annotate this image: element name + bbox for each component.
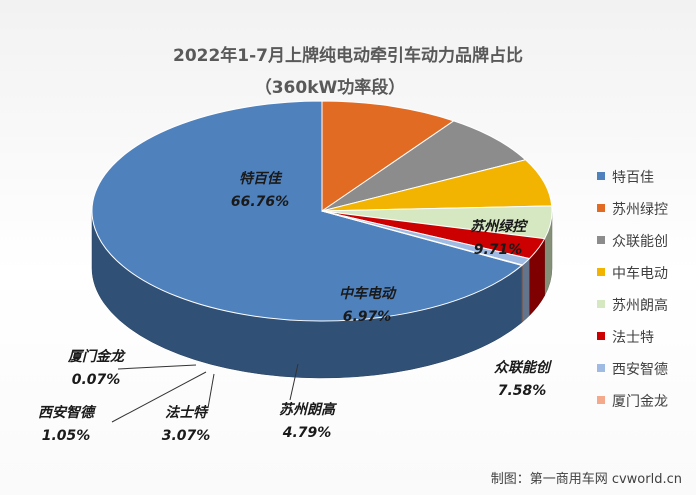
slice-label-value-2: 9.71% — [474, 242, 523, 258]
legend-label-8: 厦门金龙 — [612, 394, 668, 410]
slice-label-name-4: 中车电动 — [339, 285, 397, 302]
chart-title: 2022年1-7月上牌纯电动牵引车动力品牌占比 — [173, 45, 523, 66]
legend-label-6: 法士特 — [612, 330, 654, 346]
slice-label-name-6: 法士特 — [165, 404, 209, 421]
legend-swatch-1 — [597, 172, 605, 180]
legend-label-3: 众联能创 — [612, 234, 668, 250]
leader-line — [111, 371, 207, 423]
slice-label-name-2: 苏州绿控 — [470, 218, 529, 235]
legend-label-7: 西安智德 — [612, 362, 668, 378]
legend-label-2: 苏州绿控 — [612, 202, 668, 218]
legend-swatch-4 — [597, 268, 605, 276]
slice-label-name-3: 众联能创 — [494, 359, 553, 376]
pie-slice-8 — [321, 210, 524, 266]
slice-label-name-8: 厦门金龙 — [67, 348, 126, 365]
legend-swatch-6 — [597, 332, 605, 340]
legend-swatch-5 — [597, 300, 605, 308]
slice-label-value-4: 6.97% — [343, 309, 392, 325]
pie-slices — [91, 100, 553, 379]
slice-label-value-1: 66.76% — [231, 194, 289, 210]
pie-slice-1 — [91, 100, 523, 322]
pie-slice-3 — [321, 120, 527, 212]
legend-label-4: 中车电动 — [612, 265, 668, 282]
legend-swatch-2 — [597, 204, 605, 212]
legend-label-5: 苏州朗高 — [612, 297, 668, 314]
chart-subtitle: （360kW功率段） — [255, 77, 406, 98]
leader-line — [289, 363, 299, 401]
pie-side-7 — [522, 257, 530, 323]
slice-label-value-7: 1.05% — [42, 428, 91, 444]
slice-label-value-8: 0.07% — [72, 372, 121, 388]
legend-swatch-8 — [597, 396, 605, 404]
legend-label-1: 特百佳 — [612, 170, 654, 186]
slice-label-value-5: 4.79% — [282, 425, 332, 441]
slice-label-value-6: 3.07% — [162, 428, 211, 444]
slice-label-name-1: 特百佳 — [239, 170, 283, 187]
leader-line — [207, 373, 215, 409]
legend-swatch-7 — [597, 364, 605, 372]
leader-line — [117, 364, 197, 370]
legend-swatch-3 — [597, 236, 605, 244]
slice-label-value-3: 7.58% — [498, 383, 547, 399]
slice-label-name-5: 苏州朗高 — [279, 401, 338, 418]
pie-slice-2 — [321, 100, 455, 212]
chart-credit: 制图：第一商用车网 cvworld.cn — [491, 471, 682, 487]
slice-labels: 特百佳 66.76% 苏州绿控 9.71% 众联能创 7.58% 中车电动 6.97% 苏州朗高… — [38, 170, 553, 444]
slice-label-name-7: 西安智德 — [38, 404, 97, 421]
